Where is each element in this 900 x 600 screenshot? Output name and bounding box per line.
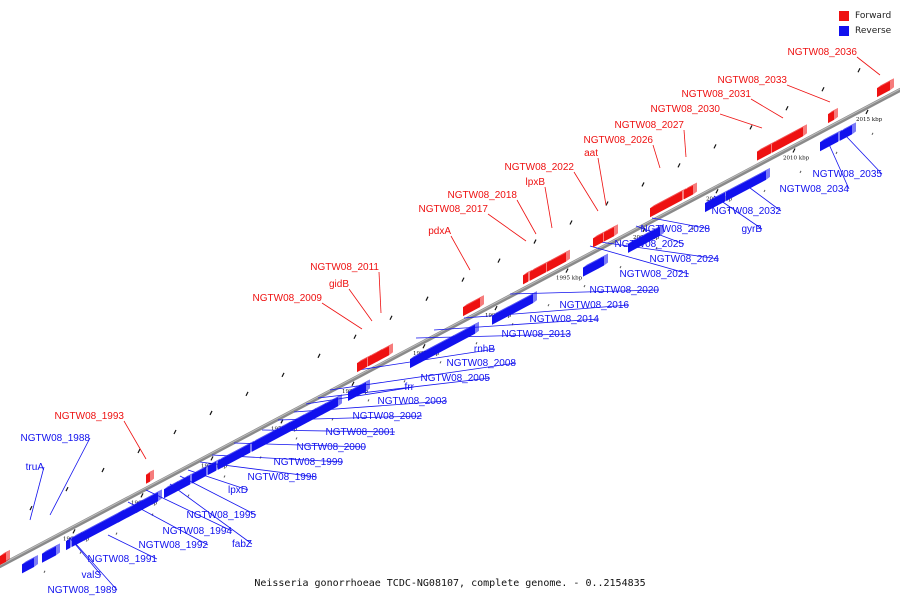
forward-gene-ngtw08-1993[interactable] bbox=[146, 469, 154, 484]
reverse-gene-label: NGTW08_2001 bbox=[326, 427, 396, 438]
reverse-gene-label: NGTW08_2025 bbox=[615, 239, 685, 250]
reverse-gene-label: valS bbox=[82, 570, 102, 581]
reverse-gene-label: rnhB bbox=[474, 344, 495, 355]
reverse-gene-ngtw08-2028[interactable] bbox=[644, 223, 664, 245]
reverse-gene-label: NGTW08_1991 bbox=[88, 554, 158, 565]
reverse-gene-label: frr bbox=[405, 382, 415, 393]
legend-reverse-label: Reverse bbox=[855, 25, 892, 36]
legend-forward-label: Forward bbox=[855, 10, 892, 21]
reverse-gene-label: gyrB bbox=[741, 224, 762, 235]
reverse-gene-ngtw08-2016[interactable] bbox=[450, 321, 479, 347]
forward-gene-label: NGTW08_2011 bbox=[310, 262, 379, 273]
reverse-gene-ngtw08-2024[interactable] bbox=[598, 253, 608, 269]
reverse-gene-label: NGTW08_1992 bbox=[139, 540, 209, 551]
forward-gene-label: aat bbox=[584, 148, 598, 159]
tick-label-11: 2010 kbp bbox=[783, 156, 810, 162]
reverse-gene-label: NGTW08_2008 bbox=[447, 358, 517, 369]
legend-reverse-swatch bbox=[839, 25, 849, 36]
reverse-gene-ngtw08-2035[interactable] bbox=[840, 122, 856, 141]
gene-arrows bbox=[0, 78, 894, 574]
forward-gene-label: lpxB bbox=[526, 177, 546, 188]
reverse-gene-label: NGTW08_2013 bbox=[502, 329, 572, 340]
reverse-gene-label: NGTW08_2035 bbox=[813, 169, 883, 180]
forward-gene-label: NGTW08_2018 bbox=[448, 190, 518, 201]
tick-label-8: 1995 kbp bbox=[556, 276, 583, 282]
reverse-gene-label: truA bbox=[26, 462, 45, 473]
reverse-gene-label: NGTW08_1998 bbox=[248, 472, 318, 483]
forward-gene-label: NGTW08_2030 bbox=[651, 104, 721, 115]
forward-gene-label: NGTW08_1993 bbox=[55, 411, 125, 422]
reverse-gene-label: NGTW08_1994 bbox=[163, 526, 233, 537]
forward-gene-label: NGTW08_2036 bbox=[788, 47, 858, 58]
legend-forward: Forward bbox=[839, 8, 891, 23]
forward-gene-label: NGTW08_2033 bbox=[718, 75, 788, 86]
forward-gene-label: NGTW08_2022 bbox=[505, 162, 575, 173]
legend: Forward Reverse bbox=[839, 8, 891, 38]
minor-tick-marks bbox=[29, 67, 874, 573]
reverse-gene-label: NGTW08_2021 bbox=[620, 269, 690, 280]
genome-backbone-highlight bbox=[0, 88, 900, 566]
tick-label-12: 2015 kbp bbox=[856, 117, 883, 123]
reverse-gene-label: NGTW08_2014 bbox=[530, 314, 600, 325]
forward-gene-lpxb[interactable] bbox=[547, 249, 570, 272]
reverse-gene-label: NGTW08_1999 bbox=[274, 457, 344, 468]
forward-gene-label: gidB bbox=[329, 279, 349, 290]
reverse-gene-label: fabZ bbox=[232, 539, 252, 550]
reverse-gene-ngtw08-2008[interactable] bbox=[322, 394, 342, 415]
reverse-gene-ngtw08-1988[interactable] bbox=[42, 543, 60, 563]
reverse-gene-ngtw08-1994[interactable] bbox=[136, 489, 162, 514]
forward-gene-label: NGTW08_2017 bbox=[419, 204, 489, 215]
forward-gene-label: NGTW08_2009 bbox=[253, 293, 323, 304]
reverse-gene-label: NGTW08_1995 bbox=[187, 510, 257, 521]
reverse-gene-label: NGTW08_1988 bbox=[21, 433, 91, 444]
reverse-gene-label: NGTW08_1989 bbox=[48, 585, 118, 596]
reverse-gene-label: NGTW08_2016 bbox=[560, 300, 630, 311]
forward-gene-edge-fragment[interactable] bbox=[0, 549, 10, 565]
reverse-gene-trua[interactable] bbox=[22, 555, 38, 574]
forward-gene-label: NGTW08_2026 bbox=[584, 135, 654, 146]
forward-gene-ngtw08-2033[interactable] bbox=[828, 107, 838, 124]
forward-gene-label: pdxA bbox=[428, 226, 451, 237]
reverse-gene-ngtw08-2032[interactable] bbox=[726, 167, 770, 202]
forward-gene-ngtw08-2011[interactable] bbox=[377, 343, 393, 362]
reverse-gene-label: NGTW08_2020 bbox=[590, 285, 660, 296]
forward-gene-label: NGTW08_2027 bbox=[615, 120, 685, 131]
reverse-gene-rnhb[interactable] bbox=[348, 379, 370, 401]
forward-gene-ngtw08-2031[interactable] bbox=[772, 124, 807, 153]
reverse-gene-label: NGTW08_2000 bbox=[297, 442, 367, 453]
reverse-gene-label: NGTW08_2028 bbox=[641, 224, 711, 235]
reverse-gene-label: NGTW08_2005 bbox=[421, 373, 491, 384]
forward-gene-pdxa[interactable] bbox=[463, 295, 484, 317]
forward-gene-ngtw08-2027[interactable] bbox=[684, 182, 697, 200]
reverse-gene-label: NGTW08_2034 bbox=[780, 184, 850, 195]
reverse-gene-label: NGTW08_2024 bbox=[650, 254, 720, 265]
reverse-gene-label: NGTW08_2003 bbox=[378, 396, 448, 407]
forward-gene-ngtw08-2036[interactable] bbox=[877, 78, 894, 98]
reverse-gene-label: lpxD bbox=[228, 485, 248, 496]
forward-gene-aat[interactable] bbox=[604, 224, 618, 242]
gene-labels: NGTW08_1993 NGTW08_2009 gidB NGTW08_2011 pdx… bbox=[21, 47, 883, 596]
legend-forward-swatch bbox=[839, 10, 849, 21]
reverse-gene-label: NGTW08_2002 bbox=[353, 411, 423, 422]
forward-gene-label: NGTW08_2031 bbox=[682, 89, 752, 100]
legend-reverse: Reverse bbox=[839, 23, 891, 38]
genome-caption: Neisseria gonorrhoeae TCDC-NG08107, comp… bbox=[254, 578, 646, 589]
reverse-gene-label: NGTW08_2032 bbox=[712, 206, 782, 217]
reverse-gene-ngtw08-2020[interactable] bbox=[492, 291, 537, 325]
genome-backbone bbox=[0, 88, 900, 568]
reverse-gene-lpxd[interactable] bbox=[184, 472, 194, 488]
